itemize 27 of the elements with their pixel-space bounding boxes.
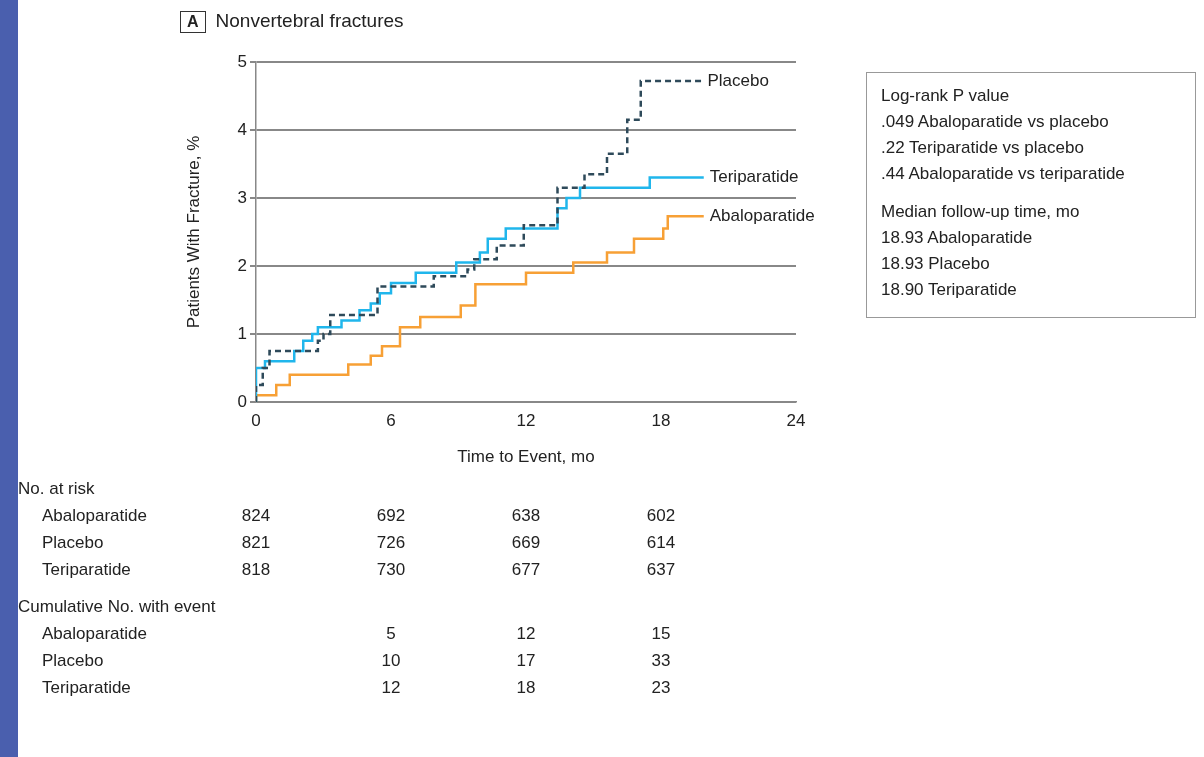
x-tick-label: 24 <box>786 410 806 430</box>
text: Median follow-up time, mo 18.93 Abaloparatide 18.93 Placebo 18.90 Teriparatide <box>881 201 1081 301</box>
y-axis-title: Patients With Fracture, % <box>183 135 203 329</box>
series-label: Abaloparatide <box>709 206 815 226</box>
series-label: Placebo <box>707 70 769 90</box>
x-tick-label: 12 <box>516 410 536 430</box>
x-tick-label: 0 <box>251 410 261 430</box>
text: Placebo 821 726 669 614 <box>42 532 676 552</box>
text: No. at risk <box>18 478 96 498</box>
text: Placebo 10 17 33 <box>42 650 671 670</box>
text: Teriparatide 12 18 23 <box>42 677 671 697</box>
y-tick-label: 1 <box>237 323 247 343</box>
chart-title: A Nonvertebral fractures <box>186 10 404 33</box>
x-tick-label: 18 <box>651 410 671 430</box>
text: Teriparatide 818 730 677 637 <box>42 559 676 579</box>
text: Log-rank P value .049 Abaloparatide vs placebo .22 Teriparatide vs placebo .44 Abaloparatide vs teriparatide <box>881 85 1126 185</box>
text: Cumulative No. with event <box>18 596 216 616</box>
series-label: Teriparatide <box>709 167 799 187</box>
y-tick-label: 0 <box>237 391 247 411</box>
y-tick-label: 5 <box>237 51 247 71</box>
text: Abaloparatide 5 12 15 <box>42 623 671 643</box>
y-tick-label: 4 <box>237 119 247 139</box>
x-tick-label: 6 <box>386 410 396 430</box>
y-tick-label: 3 <box>237 187 247 207</box>
y-tick-label: 2 <box>237 255 247 275</box>
text: Abaloparatide 824 692 638 602 <box>42 505 676 525</box>
x-axis-title: Time to Event, mo <box>457 447 595 467</box>
